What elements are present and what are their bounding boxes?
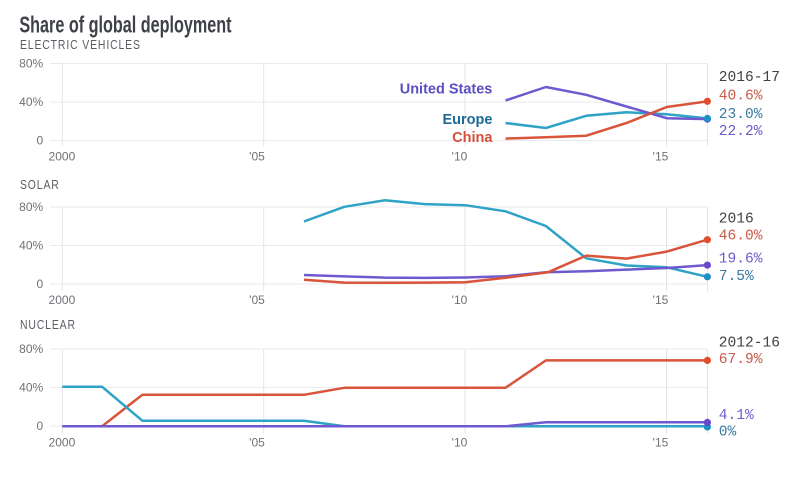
svg-text:'15: '15 xyxy=(653,150,669,164)
svg-text:2012-16: 2012-16 xyxy=(719,335,780,351)
svg-text:'05: '05 xyxy=(249,293,265,307)
svg-text:0: 0 xyxy=(37,133,44,147)
svg-text:0: 0 xyxy=(37,277,44,291)
svg-text:40.6%: 40.6% xyxy=(719,89,763,105)
svg-text:NUCLEAR: NUCLEAR xyxy=(20,318,76,332)
svg-text:80%: 80% xyxy=(19,342,43,356)
svg-text:40%: 40% xyxy=(19,238,43,252)
svg-text:'15: '15 xyxy=(653,435,669,449)
svg-text:Share of global deployment: Share of global deployment xyxy=(19,13,231,38)
svg-text:80%: 80% xyxy=(19,200,43,214)
svg-text:7.5%: 7.5% xyxy=(719,269,754,285)
svg-text:40%: 40% xyxy=(19,380,43,394)
svg-text:67.9%: 67.9% xyxy=(719,352,763,368)
svg-text:2000: 2000 xyxy=(49,435,76,449)
svg-text:'15: '15 xyxy=(653,293,669,307)
svg-text:40%: 40% xyxy=(19,95,43,109)
svg-text:0: 0 xyxy=(37,419,44,433)
svg-text:'05: '05 xyxy=(249,150,265,164)
svg-text:ELECTRIC VEHICLES: ELECTRIC VEHICLES xyxy=(20,38,141,52)
svg-text:2000: 2000 xyxy=(49,150,76,164)
svg-text:23.0%: 23.0% xyxy=(719,107,763,123)
svg-text:46.0%: 46.0% xyxy=(719,229,763,245)
svg-text:19.6%: 19.6% xyxy=(719,251,763,267)
svg-text:2016-17: 2016-17 xyxy=(719,70,780,86)
svg-text:United States: United States xyxy=(400,81,493,97)
svg-text:Europe: Europe xyxy=(442,112,492,128)
svg-text:4.1%: 4.1% xyxy=(719,408,754,424)
svg-text:80%: 80% xyxy=(19,56,43,70)
svg-text:0%: 0% xyxy=(719,425,737,441)
svg-text:2016: 2016 xyxy=(719,211,754,227)
svg-text:22.2%: 22.2% xyxy=(719,124,763,140)
svg-text:'10: '10 xyxy=(452,435,468,449)
svg-text:2000: 2000 xyxy=(49,293,76,307)
svg-text:China: China xyxy=(452,130,493,146)
svg-text:'10: '10 xyxy=(452,150,468,164)
svg-text:SOLAR: SOLAR xyxy=(20,178,60,192)
svg-text:'10: '10 xyxy=(452,293,468,307)
svg-text:'05: '05 xyxy=(249,435,265,449)
